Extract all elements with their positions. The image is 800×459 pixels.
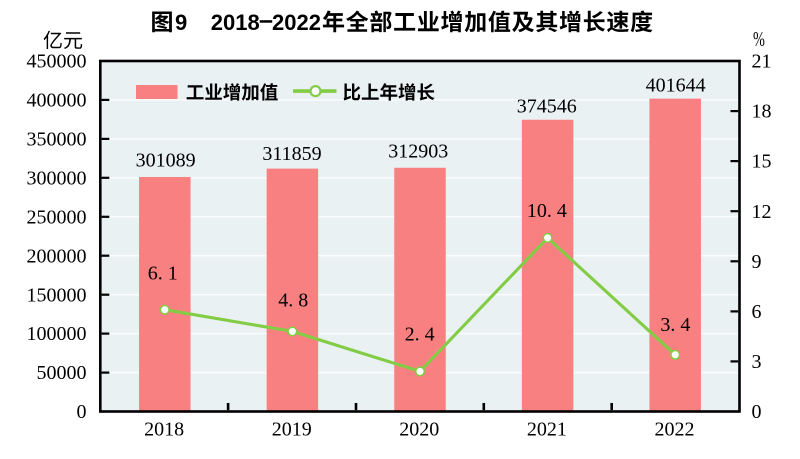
svg-text:6. 1: 6. 1 — [148, 263, 178, 285]
svg-text:15: 15 — [752, 151, 772, 173]
svg-text:6: 6 — [752, 301, 762, 323]
svg-text:3: 3 — [752, 351, 762, 373]
svg-text:2022: 2022 — [272, 10, 321, 35]
svg-text:311859: 311859 — [262, 143, 321, 165]
svg-text:250000: 250000 — [27, 206, 87, 228]
svg-text:400000: 400000 — [27, 90, 87, 112]
svg-text:2020: 2020 — [399, 419, 439, 441]
svg-text:2018: 2018 — [144, 419, 184, 441]
svg-text:10. 4: 10. 4 — [527, 200, 567, 222]
svg-text:3. 4: 3. 4 — [660, 314, 690, 336]
svg-text:0: 0 — [752, 401, 762, 423]
svg-text:2021: 2021 — [527, 419, 567, 441]
svg-text:350000: 350000 — [27, 129, 87, 151]
svg-text:4. 8: 4. 8 — [278, 290, 308, 312]
svg-text:312903: 312903 — [388, 141, 448, 163]
svg-text:100000: 100000 — [27, 323, 87, 345]
svg-text:401644: 401644 — [646, 74, 706, 96]
svg-text:374546: 374546 — [517, 95, 577, 117]
svg-text:2. 4: 2. 4 — [405, 324, 435, 346]
svg-text:12: 12 — [752, 201, 772, 223]
svg-text:18: 18 — [752, 101, 772, 123]
svg-text:0: 0 — [77, 401, 87, 423]
svg-text:200000: 200000 — [27, 245, 87, 267]
svg-text:2019: 2019 — [272, 419, 312, 441]
svg-text:2018: 2018 — [211, 10, 260, 35]
svg-text:300000: 300000 — [27, 167, 87, 189]
svg-text:9: 9 — [175, 10, 187, 35]
svg-text:21: 21 — [752, 51, 772, 73]
svg-text:450000: 450000 — [27, 51, 87, 73]
svg-text:301089: 301089 — [136, 150, 196, 172]
svg-text:%: % — [753, 27, 765, 50]
svg-text:150000: 150000 — [27, 284, 87, 306]
svg-text:2022: 2022 — [655, 419, 695, 441]
svg-text:50000: 50000 — [37, 362, 87, 384]
svg-text:9: 9 — [752, 251, 762, 273]
